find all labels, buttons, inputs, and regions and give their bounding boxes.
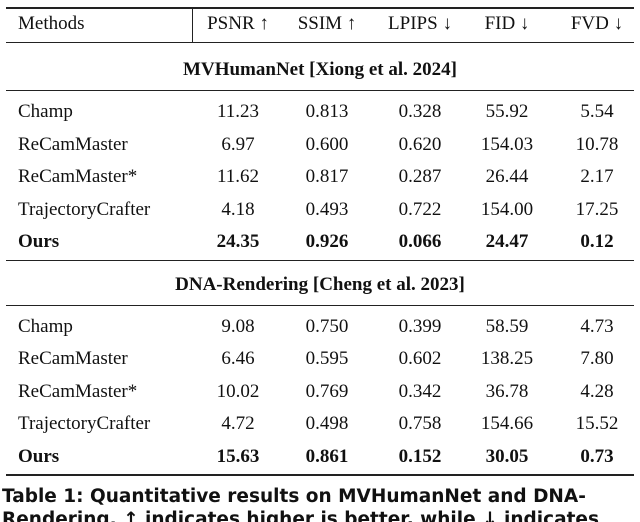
metric-cell: 26.44 xyxy=(485,166,529,187)
metric-cell: 0.342 xyxy=(398,380,442,402)
section-rule xyxy=(6,90,634,91)
metric-cell: 0.287 xyxy=(398,166,442,187)
metric-cell: 0.722 xyxy=(398,198,442,220)
bottom-rule xyxy=(6,474,634,476)
metric-cell: 154.03 xyxy=(480,133,534,155)
metric-cell: 0.750 xyxy=(305,315,349,337)
section-rule xyxy=(6,304,634,306)
method-cell: Champ xyxy=(18,101,73,122)
metric-cell: 5.54 xyxy=(580,101,614,122)
metric-cell: 10.78 xyxy=(575,133,619,155)
method-cell: TrajectoryCrafter xyxy=(18,413,151,434)
metric-cell: 0.600 xyxy=(305,133,349,155)
metric-cell: 0.73 xyxy=(580,445,614,467)
metric-cell: 154.66 xyxy=(480,413,534,434)
section-title: MVHumanNet [Xiong et al. 2024] xyxy=(183,59,457,80)
header-cell: LPIPS ↓ xyxy=(388,13,452,34)
metric-cell: 4.28 xyxy=(580,380,614,402)
header-cell: SSIM ↑ xyxy=(297,13,357,34)
method-cell: Champ xyxy=(18,315,73,337)
metric-cell: 7.80 xyxy=(580,348,614,369)
top-rule xyxy=(6,7,634,9)
metric-cell: 11.62 xyxy=(216,166,260,187)
metric-cell: 0.926 xyxy=(305,231,349,252)
metric-cell: 9.08 xyxy=(221,315,255,337)
metric-cell: 0.861 xyxy=(305,445,349,467)
method-cell: ReCamMaster* xyxy=(18,166,138,187)
metric-cell: 10.02 xyxy=(216,380,260,402)
column-divider xyxy=(192,8,193,42)
method-cell: ReCamMaster xyxy=(18,348,128,369)
metric-cell: 55.92 xyxy=(485,101,529,122)
metric-cell: 17.25 xyxy=(575,198,619,220)
method-cell: TrajectoryCrafter xyxy=(18,198,151,220)
metric-cell: 36.78 xyxy=(485,380,529,402)
metric-cell: 2.17 xyxy=(580,166,614,187)
metric-cell: 0.595 xyxy=(305,348,349,369)
metric-cell: 15.63 xyxy=(216,445,260,467)
metric-cell: 0.066 xyxy=(398,231,442,252)
method-cell: Ours xyxy=(18,445,60,467)
header-rule xyxy=(6,42,634,43)
method-cell: ReCamMaster* xyxy=(18,380,138,402)
metric-cell: 154.00 xyxy=(480,198,534,220)
metric-cell: 4.72 xyxy=(221,413,255,434)
metric-cell: 30.05 xyxy=(485,445,529,467)
metric-cell: 0.12 xyxy=(580,231,614,252)
metric-cell: 0.758 xyxy=(398,413,442,434)
metric-cell: 6.46 xyxy=(221,348,255,369)
method-cell: Ours xyxy=(18,231,60,252)
method-cell: ReCamMaster xyxy=(18,133,128,155)
metric-cell: 0.602 xyxy=(398,348,442,369)
section-title: DNA-Rendering [Cheng et al. 2023] xyxy=(175,273,465,295)
header-cell: FID ↓ xyxy=(484,13,530,34)
metric-cell: 0.817 xyxy=(305,166,349,187)
metric-cell: 0.769 xyxy=(305,380,349,402)
metric-cell: 6.97 xyxy=(221,133,255,155)
metric-cell: 11.23 xyxy=(216,101,260,122)
metric-cell: 0.620 xyxy=(398,133,442,155)
section-end-rule xyxy=(6,259,634,261)
header-cell: Methods xyxy=(18,13,85,34)
metric-cell: 24.47 xyxy=(485,231,529,252)
metric-cell: 0.399 xyxy=(398,315,442,337)
metric-cell: 58.59 xyxy=(485,315,529,337)
metric-cell: 0.498 xyxy=(305,413,349,434)
metric-cell: 0.152 xyxy=(398,445,442,467)
metric-cell: 4.73 xyxy=(580,315,614,337)
metric-cell: 15.52 xyxy=(575,413,619,434)
caption-line: Rendering. ↑ indicates higher is better,… xyxy=(2,509,599,522)
metric-cell: 24.35 xyxy=(216,231,260,252)
metric-cell: 138.25 xyxy=(480,348,534,369)
header-cell: PSNR ↑ xyxy=(207,13,269,34)
header-cell: FVD ↓ xyxy=(570,13,624,34)
metric-cell: 4.18 xyxy=(221,198,255,220)
metric-cell: 0.328 xyxy=(398,101,442,122)
metric-cell: 0.813 xyxy=(305,101,349,122)
caption-line: Table 1: Quantitative results on MVHuman… xyxy=(2,486,586,507)
metric-cell: 0.493 xyxy=(305,198,349,220)
